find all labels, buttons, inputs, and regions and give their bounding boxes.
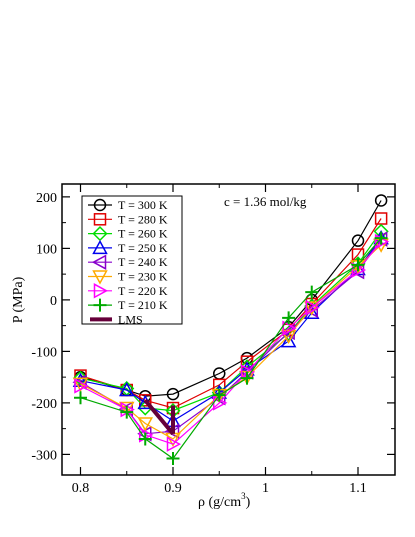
data-point	[282, 311, 296, 325]
y-tick-label: 200	[36, 191, 57, 206]
x-axis-label-sup: 3	[241, 491, 246, 501]
data-point	[374, 212, 388, 225]
legend-label: T = 240 K	[118, 255, 168, 269]
y-tick-label: -200	[31, 397, 57, 412]
data-point	[137, 417, 154, 432]
series-line	[80, 218, 382, 409]
x-axis-label-tail: )	[246, 495, 251, 510]
data-point	[305, 285, 319, 299]
x-tick-label: 0.9	[164, 481, 182, 496]
legend-label: T = 250 K	[118, 241, 168, 255]
data-point	[138, 432, 152, 446]
data-point	[374, 194, 388, 207]
data-point	[280, 333, 297, 348]
y-tick-label: -300	[31, 448, 57, 463]
x-tick-label: 0.8	[72, 481, 90, 496]
data-point	[305, 299, 320, 316]
data-point	[118, 381, 135, 397]
data-point	[351, 234, 365, 247]
data-point	[74, 391, 87, 405]
legend-marker	[93, 283, 109, 299]
legend-label: T = 300 K	[118, 198, 168, 212]
x-axis-label-main: ρ (g/cm	[198, 495, 241, 510]
data-point	[166, 387, 180, 401]
legend-label: T = 260 K	[118, 227, 168, 241]
legend-marker	[91, 254, 107, 270]
y-tick-label: 0	[50, 294, 57, 309]
data-point	[166, 436, 182, 452]
legend-entry: T = 250 K	[88, 239, 168, 255]
legend-entry: T = 240 K	[88, 254, 168, 270]
legend-marker	[93, 298, 107, 312]
legend-entry: T = 230 K	[88, 270, 168, 285]
series-line	[80, 231, 382, 412]
legend-marker	[92, 270, 108, 285]
legend-entry: T = 300 K	[88, 198, 168, 212]
legend-label: LMS	[118, 312, 143, 326]
data-point	[351, 258, 365, 272]
x-tick-label: 1	[262, 481, 269, 496]
legend-marker	[92, 239, 108, 255]
legend-marker	[93, 198, 107, 212]
data-point	[282, 320, 297, 336]
data-point	[120, 405, 134, 419]
y-tick-label: -100	[31, 345, 57, 360]
concentration-annotation: c = 1.36 mol/kg	[224, 194, 307, 209]
plot-frame	[61, 183, 396, 476]
legend-label: T = 230 K	[118, 270, 168, 284]
data-layer	[72, 194, 390, 466]
data-point	[280, 329, 297, 345]
x-tick-label: 1.1	[349, 481, 367, 496]
legend-label: T = 280 K	[118, 212, 168, 226]
series-8	[74, 231, 388, 466]
data-point	[166, 452, 180, 466]
legend-label: T = 210 K	[118, 298, 168, 312]
ticks-layer: 0.8 0.9 1 1.1 200 100 0 -100 -200 -300	[31, 184, 395, 496]
series-line	[80, 241, 382, 445]
legend-label: T = 220 K	[118, 284, 168, 298]
legend-entry: T = 280 K	[88, 212, 168, 226]
y-axis-label: P (MPa)	[11, 276, 26, 323]
data-point	[139, 394, 152, 407]
legend: T = 300 KT = 280 KT = 260 KT = 250 KT = …	[81, 195, 183, 326]
y-tick-label: 100	[36, 242, 57, 257]
legend-entry: T = 210 K	[88, 298, 168, 312]
legend-marker	[93, 213, 107, 226]
series-line	[80, 200, 382, 397]
legend-entry-lms: LMS	[90, 312, 143, 326]
data-point	[303, 301, 320, 316]
data-point	[374, 231, 388, 245]
series-line	[80, 237, 382, 460]
lms-series	[143, 399, 175, 436]
lms-line	[143, 399, 175, 436]
legend-entry: T = 220 K	[88, 283, 168, 299]
data-point	[212, 388, 226, 402]
x-axis-label: ρ (g/cm3)	[198, 491, 251, 510]
data-point	[240, 371, 254, 385]
data-point	[74, 378, 89, 394]
